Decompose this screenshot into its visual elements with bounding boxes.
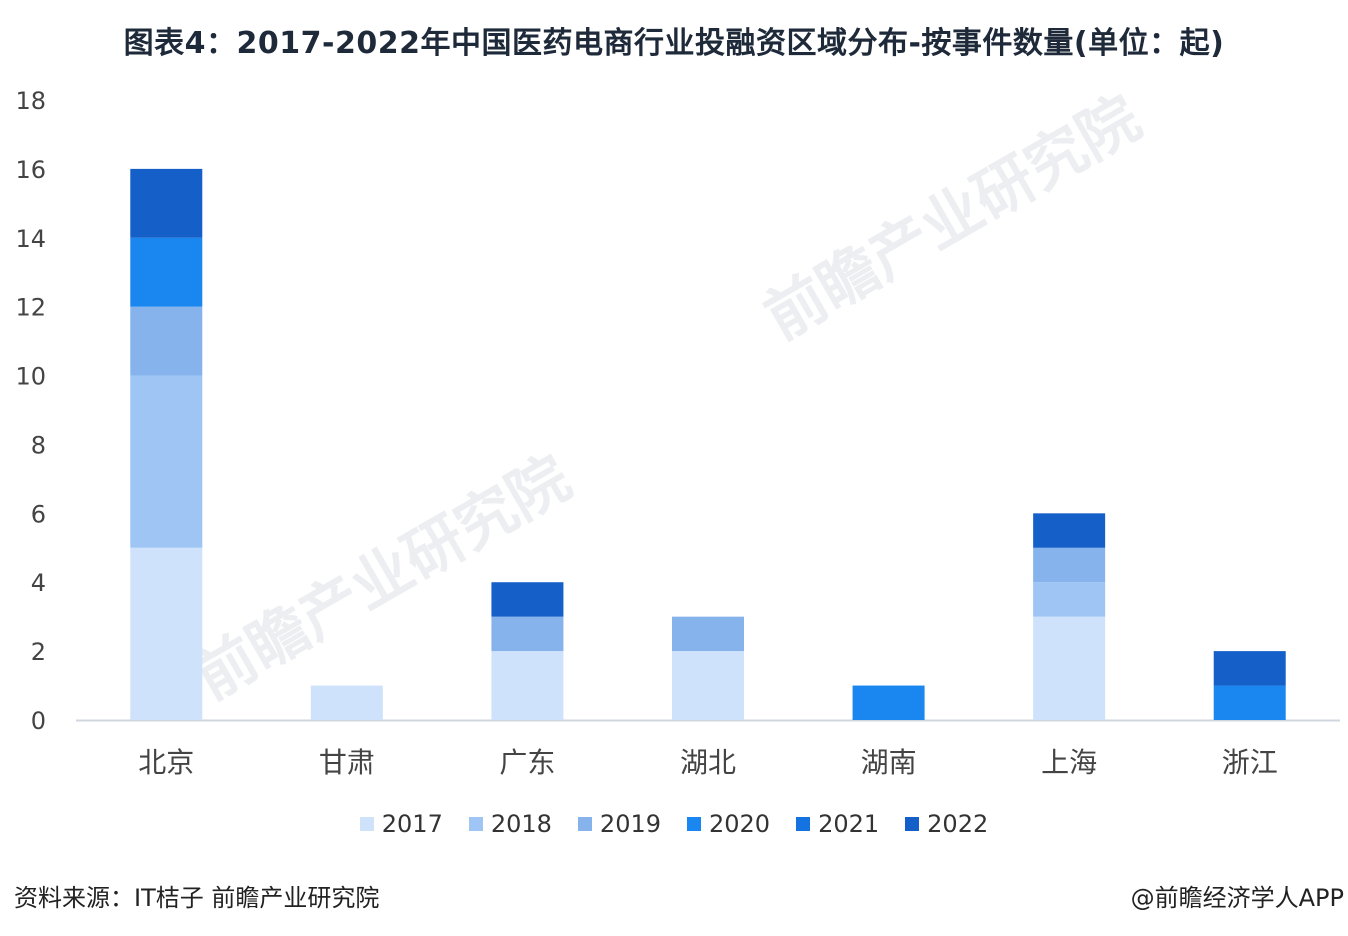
legend-label: 2019 bbox=[599, 810, 661, 838]
legend-swatch bbox=[359, 817, 374, 831]
bar-segment-2019 bbox=[491, 616, 564, 652]
y-tick-label: 12 bbox=[15, 294, 46, 322]
legend-swatch bbox=[687, 817, 701, 831]
legend-label: 2020 bbox=[709, 810, 771, 838]
legend-label: 2017 bbox=[381, 810, 443, 838]
x-tick-label: 浙江 bbox=[1222, 746, 1278, 779]
y-tick-label: 18 bbox=[15, 87, 46, 115]
credit-note: @前瞻经济学人APP bbox=[1130, 884, 1344, 912]
y-tick-label: 14 bbox=[15, 225, 46, 253]
y-tick-label: 2 bbox=[31, 638, 46, 666]
legend-item-2017: 2017 bbox=[359, 810, 443, 838]
x-tick-label: 上海 bbox=[1041, 746, 1097, 779]
legend-swatch bbox=[905, 817, 920, 831]
x-axis: 北京 甘肃 广东 湖北 湖南 上海 浙江 bbox=[138, 746, 1277, 779]
bar-segment-2019 bbox=[130, 306, 203, 376]
y-tick-label: 8 bbox=[31, 431, 46, 459]
legend-label: 2021 bbox=[818, 810, 880, 838]
y-axis: 0 2 4 6 8 10 12 14 16 18 bbox=[15, 87, 1340, 735]
legend-swatch bbox=[468, 817, 483, 831]
legend-label: 2018 bbox=[490, 810, 552, 838]
bar-segment-2022 bbox=[491, 582, 564, 617]
bar-segment-2022 bbox=[130, 168, 203, 238]
legend-label: 2022 bbox=[927, 810, 989, 838]
x-tick-label: 广东 bbox=[499, 746, 555, 779]
y-tick-label: 0 bbox=[31, 707, 46, 735]
bar-segment-2019 bbox=[672, 616, 744, 652]
bar-segment-2020 bbox=[852, 685, 925, 720]
bar-segment-2022 bbox=[1033, 513, 1106, 548]
legend-item-2021: 2021 bbox=[796, 810, 879, 838]
legend: 2017 2018 2019 2020 2021 2022 bbox=[0, 810, 1348, 838]
source-note: 资料来源：IT桔子 前瞻产业研究院 bbox=[14, 884, 380, 912]
bar-segment-2018 bbox=[130, 375, 203, 548]
legend-swatch bbox=[796, 817, 811, 831]
bar-segment-2017 bbox=[672, 651, 744, 720]
x-tick-label: 甘肃 bbox=[319, 746, 375, 779]
bar-segment-2017 bbox=[130, 547, 203, 720]
y-tick-label: 4 bbox=[31, 569, 46, 597]
chart-title: 图表4：2017-2022年中国医药电商行业投融资区域分布-按事件数量(单位：起… bbox=[123, 26, 1225, 61]
bar-segment-2022 bbox=[1213, 651, 1286, 686]
bar-segment-2018 bbox=[1033, 582, 1106, 617]
bar-segment-2017 bbox=[491, 651, 564, 720]
bar-segment-2017 bbox=[310, 685, 383, 720]
stacked-bar-chart: 0 2 4 6 8 10 12 14 16 18 北京 甘肃 广东 湖北 湖南 上海 浙江 bbox=[15, 87, 1340, 779]
bar-series bbox=[130, 168, 1286, 720]
legend-item-2022: 2022 bbox=[905, 810, 988, 838]
bar-segment-2019 bbox=[1033, 547, 1106, 583]
legend-swatch bbox=[577, 817, 592, 831]
y-tick-label: 6 bbox=[31, 500, 46, 528]
legend-item-2018: 2018 bbox=[468, 810, 552, 838]
x-tick-label: 湖南 bbox=[861, 746, 917, 779]
bar-segment-2017 bbox=[1033, 616, 1106, 720]
y-tick-label: 16 bbox=[15, 156, 46, 184]
y-tick-label: 10 bbox=[15, 363, 46, 391]
bar-segment-2020 bbox=[1213, 685, 1286, 720]
legend-item-2019: 2019 bbox=[577, 810, 661, 838]
bar-segment-2020 bbox=[130, 237, 203, 307]
x-tick-label: 北京 bbox=[138, 746, 194, 779]
x-tick-label: 湖北 bbox=[680, 746, 736, 779]
legend-item-2020: 2020 bbox=[687, 810, 770, 838]
